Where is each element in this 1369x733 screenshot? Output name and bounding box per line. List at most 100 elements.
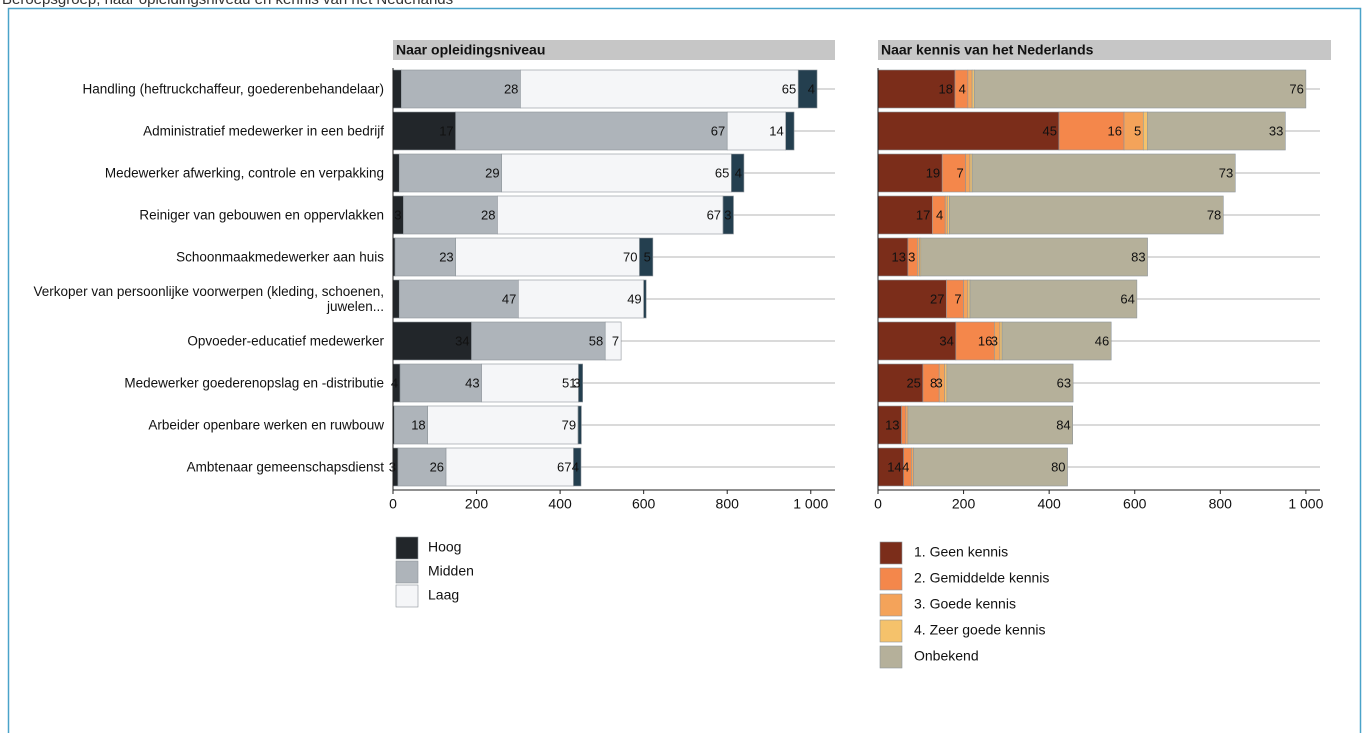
- bar-segment: [971, 153, 1236, 193]
- bar-segment: [877, 321, 957, 361]
- bar-segment: [397, 447, 447, 487]
- value-label: 80: [1051, 459, 1065, 474]
- value-label: 28: [504, 81, 518, 96]
- x-tick-label: 200: [465, 496, 489, 512]
- value-label: 67: [707, 207, 721, 222]
- bar-segment: [785, 111, 795, 151]
- bar-segment: [969, 279, 1138, 319]
- value-label: 25: [906, 375, 920, 390]
- value-label: 23: [439, 249, 453, 264]
- bar-segment: [573, 447, 582, 487]
- value-label: 3: [389, 459, 396, 474]
- bar-segment: [726, 111, 787, 151]
- x-tick-label: 400: [548, 496, 572, 512]
- legend-swatch: [879, 593, 903, 617]
- bar-segment: [907, 405, 1073, 445]
- bar-segment: [913, 447, 1068, 487]
- bar-segment: [392, 153, 400, 193]
- value-label: 19: [926, 165, 940, 180]
- bar-segment: [969, 153, 973, 193]
- legend-label: 2. Gemiddelde kennis: [914, 570, 1049, 586]
- value-label: 3: [573, 375, 580, 390]
- value-label: 51: [562, 375, 576, 390]
- panel-header: [878, 40, 1331, 60]
- bar-segment: [944, 363, 948, 403]
- bar-segment: [398, 153, 502, 193]
- value-label: 76: [1289, 81, 1303, 96]
- x-tick-label: 600: [632, 496, 656, 512]
- value-label: 3: [936, 375, 943, 390]
- bar-segment: [398, 279, 519, 319]
- bar-segment: [497, 195, 724, 235]
- bar-segment: [1142, 111, 1148, 151]
- legend-swatch: [879, 567, 903, 591]
- value-label: 14: [887, 459, 901, 474]
- panel-header: [393, 40, 835, 60]
- value-label: 7: [956, 165, 963, 180]
- value-label: 29: [485, 165, 499, 180]
- bar-segment: [877, 69, 956, 109]
- bar-segment: [944, 195, 948, 235]
- x-tick-label: 1 000: [1288, 496, 1323, 512]
- value-label: 47: [502, 291, 516, 306]
- value-label: 4: [572, 459, 579, 474]
- value-label: 28: [481, 207, 495, 222]
- value-label: 65: [782, 81, 796, 96]
- legend-swatch: [879, 619, 903, 643]
- bar-segment: [947, 195, 950, 235]
- value-label: 3: [394, 207, 401, 222]
- bar-segment: [455, 237, 640, 277]
- bar-segment: [455, 111, 728, 151]
- legend-label: 3. Goede kennis: [914, 596, 1016, 612]
- value-label: 63: [1057, 375, 1071, 390]
- value-label: 73: [1219, 165, 1233, 180]
- legend-swatch: [395, 536, 419, 560]
- value-label: 3: [724, 207, 731, 222]
- bar-segment: [403, 195, 498, 235]
- bar-segment: [917, 237, 920, 277]
- bar-segment: [877, 363, 924, 403]
- legend-label: Laag: [428, 587, 459, 603]
- bar-segment: [392, 321, 472, 361]
- bar-segment: [877, 447, 904, 487]
- bar-segment: [577, 405, 582, 445]
- bar-segment: [971, 69, 975, 109]
- panel-title: Naar kennis van het Nederlands: [881, 42, 1094, 58]
- bar-segment: [501, 153, 732, 193]
- bar-segment: [877, 111, 1060, 151]
- value-label: 27: [930, 291, 944, 306]
- bar-segment: [392, 279, 400, 319]
- x-tick-label: 800: [716, 496, 740, 512]
- value-label: 70: [623, 249, 637, 264]
- category-label: Opvoeder-educatief medewerker: [187, 333, 384, 349]
- x-tick-label: 0: [389, 496, 397, 512]
- value-label: 67: [557, 459, 571, 474]
- bar-segment: [445, 447, 574, 487]
- value-label: 33: [1269, 123, 1283, 138]
- bar-segment: [967, 69, 973, 109]
- legend-swatch: [395, 584, 419, 608]
- value-label: 14: [769, 123, 783, 138]
- value-label: 18: [411, 417, 425, 432]
- frame: [7, 7, 1362, 733]
- value-label: 58: [589, 333, 603, 348]
- bar-segment: [722, 195, 734, 235]
- category-label: Handling (heftruckchaffeur, goederenbeha…: [82, 81, 384, 97]
- value-label: 7: [612, 333, 619, 348]
- value-label: 79: [562, 417, 576, 432]
- category-label: Arbeider openbare werken en ruwbouw: [148, 417, 384, 433]
- bar-segment: [911, 447, 914, 487]
- value-label: 49: [627, 291, 641, 306]
- bar-segment: [481, 363, 579, 403]
- bar-segment: [393, 405, 428, 445]
- bar-segment: [797, 69, 818, 109]
- bar-segment: [905, 405, 909, 445]
- value-label: 4: [959, 81, 966, 96]
- value-label: 3: [908, 249, 915, 264]
- value-label: 17: [439, 123, 453, 138]
- bar-segment: [963, 279, 969, 319]
- bar-segment: [392, 111, 456, 151]
- value-label: 16: [978, 333, 992, 348]
- bar-segment: [920, 237, 1148, 277]
